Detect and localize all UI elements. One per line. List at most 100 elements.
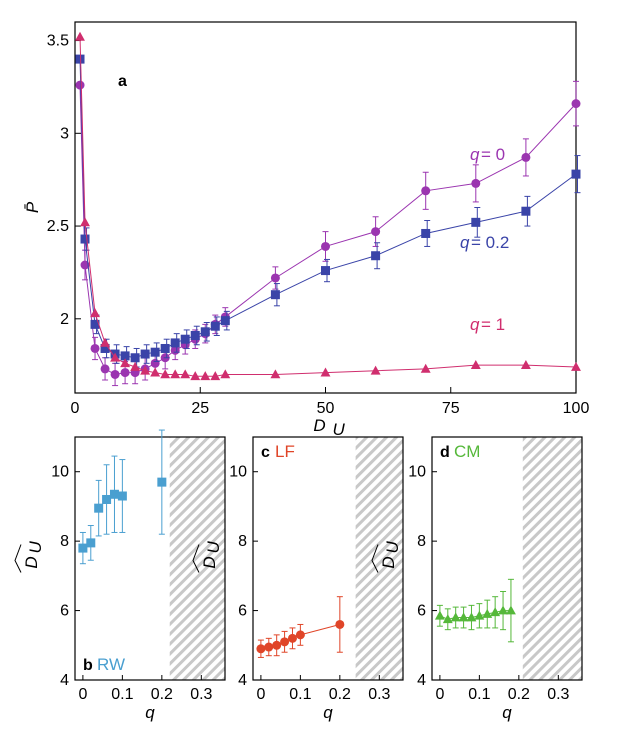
y-tick-label: 6 <box>417 603 426 620</box>
data-point <box>471 178 481 188</box>
y-axis-label-main: D <box>379 556 398 568</box>
data-point <box>434 610 445 620</box>
data-point <box>458 612 469 622</box>
hat-accent <box>371 544 379 573</box>
x-tick-label: 0 <box>78 686 87 703</box>
data-point <box>450 612 461 622</box>
data-point <box>160 369 171 379</box>
y-tick-label: 6 <box>238 603 247 620</box>
data-point <box>190 371 201 381</box>
plot-frame <box>74 436 226 681</box>
data-point <box>210 371 221 381</box>
data-point <box>335 619 345 629</box>
data-point <box>130 353 140 363</box>
data-point <box>75 80 85 90</box>
series-line <box>79 59 577 359</box>
x-tick-label: 25 <box>191 400 209 417</box>
data-point <box>295 630 305 640</box>
x-axis-label: q <box>502 703 512 722</box>
data-point <box>102 494 112 504</box>
data-point <box>210 321 220 331</box>
data-point <box>150 358 160 368</box>
data-point <box>321 266 330 276</box>
data-point <box>287 633 297 643</box>
plot-frame <box>431 436 583 681</box>
x-tick-label: 0.3 <box>547 686 569 703</box>
y-axis-label: DU <box>371 541 402 573</box>
y-tick-label: 2.5 <box>47 218 69 235</box>
x-tick-label: 50 <box>317 400 335 417</box>
excluded-region <box>169 437 225 680</box>
data-point <box>370 365 381 375</box>
data-point <box>90 343 100 353</box>
data-point <box>117 491 127 501</box>
y-tick-label: 2 <box>60 311 69 328</box>
series-line <box>439 610 511 620</box>
x-tick-label: 0.1 <box>289 686 311 703</box>
data-point <box>270 273 280 283</box>
data-point <box>120 351 130 361</box>
data-point <box>110 369 120 379</box>
data-point <box>75 31 85 41</box>
data-point <box>140 365 151 375</box>
y-axis-label-sub: U <box>383 541 402 554</box>
y-tick-label: 8 <box>60 533 69 550</box>
panel-name: RW <box>97 655 125 674</box>
data-point <box>270 369 281 379</box>
series-label-q: q <box>470 315 480 334</box>
plot-frame <box>252 436 404 681</box>
series-circle <box>256 596 345 658</box>
data-point <box>120 368 130 378</box>
y-axis-label-sub: U <box>26 541 45 554</box>
data-point <box>80 234 90 244</box>
series-triangle <box>434 578 516 643</box>
data-point <box>100 343 110 353</box>
data-point <box>571 169 581 179</box>
series-label-value: = 0 <box>481 145 505 164</box>
data-point <box>90 319 100 329</box>
data-point <box>520 360 531 370</box>
data-point <box>371 227 381 237</box>
x-axis-label: q <box>323 703 333 722</box>
data-point <box>505 605 516 615</box>
x-tick-label: 0.3 <box>190 686 212 703</box>
data-point <box>471 217 481 227</box>
series-label-q: q <box>470 145 480 164</box>
data-point <box>100 337 111 347</box>
data-point <box>90 308 100 318</box>
data-point <box>421 186 431 196</box>
data-point <box>86 538 96 548</box>
x-tick-label: 0.1 <box>468 686 490 703</box>
data-point <box>521 152 531 162</box>
data-point <box>130 361 141 371</box>
data-point <box>421 228 431 238</box>
series-label-value: = 0.2 <box>471 233 509 252</box>
data-point <box>150 347 160 357</box>
x-tick-label: 0.2 <box>151 686 173 703</box>
data-point <box>157 477 167 487</box>
y-tick-label: 3.5 <box>47 33 69 50</box>
x-tick-label: 0.1 <box>111 686 133 703</box>
y-tick-label: 8 <box>417 533 426 550</box>
data-point <box>470 360 481 370</box>
y-tick-label: 3 <box>60 125 69 142</box>
data-point <box>220 369 231 379</box>
x-tick-label: 0.3 <box>368 686 390 703</box>
data-point <box>94 503 104 513</box>
series-label-value: = 1 <box>481 315 505 334</box>
data-point <box>442 614 453 624</box>
data-point <box>109 489 119 499</box>
excluded-region <box>355 437 403 680</box>
x-axis-label-sub: U <box>333 420 346 439</box>
data-point <box>420 363 431 373</box>
data-point <box>466 612 477 622</box>
data-point <box>280 637 290 647</box>
y-tick-label: 10 <box>229 464 247 481</box>
data-point <box>170 369 181 379</box>
x-tick-label: 100 <box>563 400 590 417</box>
data-point <box>150 367 161 377</box>
series-square <box>78 429 167 565</box>
